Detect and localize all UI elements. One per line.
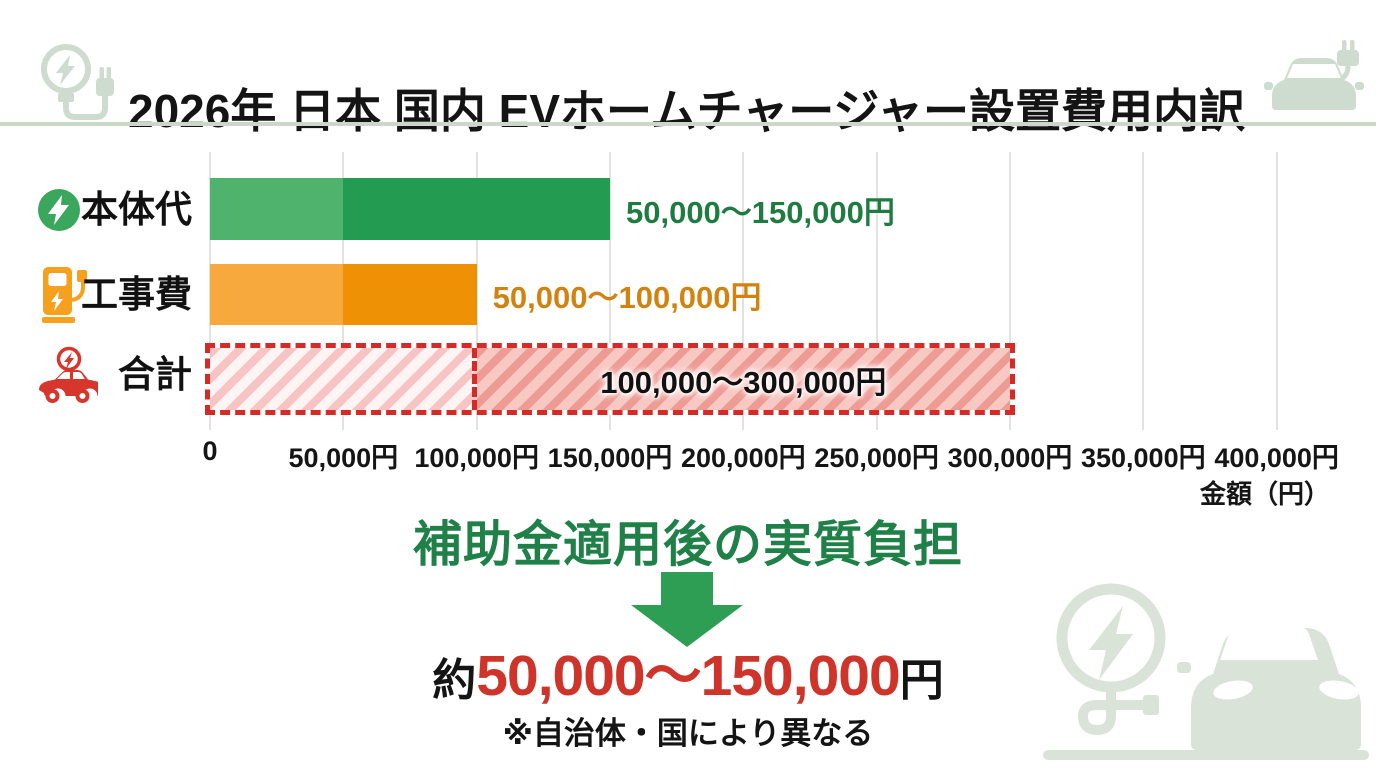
ev-car-lightning-icon — [39, 346, 98, 403]
amount-value: 50,000～150,000 — [476, 644, 900, 708]
category-label-honntaidai: 本体代 — [81, 189, 192, 230]
x-tick: 400,000円 — [1214, 443, 1339, 473]
ev-charging-car-illustration — [1043, 583, 1369, 760]
down-arrow-head — [631, 605, 743, 647]
bar-segment-low — [210, 178, 344, 240]
gridline — [1142, 152, 1145, 430]
bar-value-label-koujihi: 50,000～100,000円 — [492, 280, 762, 315]
category-label-koujihi: 工事費 — [81, 274, 192, 315]
bar-koujihi — [210, 264, 477, 325]
bar-segment-low — [210, 348, 477, 410]
bar-value-label-goukei: 100,000～300,000円 — [600, 364, 887, 400]
gridline — [608, 152, 611, 430]
gridline — [1008, 152, 1011, 430]
ev-plug-bulb-icon — [41, 44, 114, 120]
summary-note: ※自治体・国により異なる — [502, 716, 874, 751]
amount-prefix: 約 — [432, 656, 477, 705]
x-tick: 350,000円 — [1080, 443, 1206, 473]
gridline — [742, 152, 745, 430]
x-tick: 250,000円 — [814, 443, 939, 473]
bar-segment-high — [343, 264, 477, 325]
lightning-circle-icon — [38, 189, 80, 231]
x-tick: 300,000円 — [947, 443, 1073, 473]
bar-segment-high: 100,000～300,000円 — [476, 348, 1010, 410]
bar-segment-low — [210, 264, 344, 325]
bar-goukei: 100,000～300,000円 — [205, 343, 1015, 415]
down-arrow — [661, 572, 713, 606]
x-tick: 0 — [202, 436, 218, 466]
page-title: 2026年 日本 国内 EVホームチャージャー設置費用内訳 — [128, 84, 1245, 137]
ev-charger-station-icon — [42, 267, 87, 323]
x-axis-title: 金額（円） — [1199, 479, 1330, 509]
x-tick: 100,000円 — [414, 443, 539, 473]
summary-heading: 補助金適用後の実質負担 — [412, 518, 963, 572]
bar-value-label-honntaidai: 50,000～150,000円 — [625, 194, 895, 230]
x-tick: 150,000円 — [547, 443, 673, 473]
summary-amount: 約50,000～150,000円 — [0, 645, 1376, 722]
bar-honntaidai — [210, 178, 610, 240]
gridline — [875, 152, 878, 430]
car-with-plug-icon — [1264, 40, 1364, 110]
gridline — [475, 152, 478, 430]
amount-suffix: 円 — [899, 656, 944, 705]
gridline — [1275, 152, 1278, 430]
category-label-goukei: 合計 — [118, 354, 192, 395]
x-tick: 200,000円 — [681, 443, 806, 473]
bar-segment-high — [343, 178, 610, 240]
title-divider — [0, 122, 1376, 126]
x-tick: 50,000円 — [288, 443, 399, 473]
